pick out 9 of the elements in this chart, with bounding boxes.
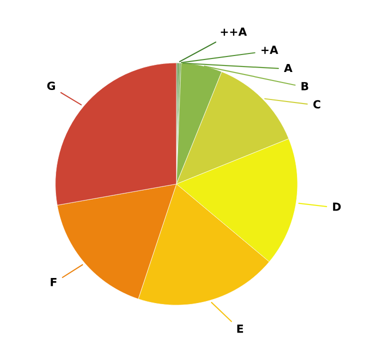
slice-label: ++A <box>220 28 247 36</box>
slice-label: +A <box>262 46 278 54</box>
slice-label: E <box>237 324 244 333</box>
slice-label: F <box>50 278 56 286</box>
slice-label: A <box>284 64 292 72</box>
slice-label: D <box>333 202 341 211</box>
slice-label: G <box>47 82 55 90</box>
slice-label: C <box>313 100 320 109</box>
slice-label: B <box>302 82 308 90</box>
